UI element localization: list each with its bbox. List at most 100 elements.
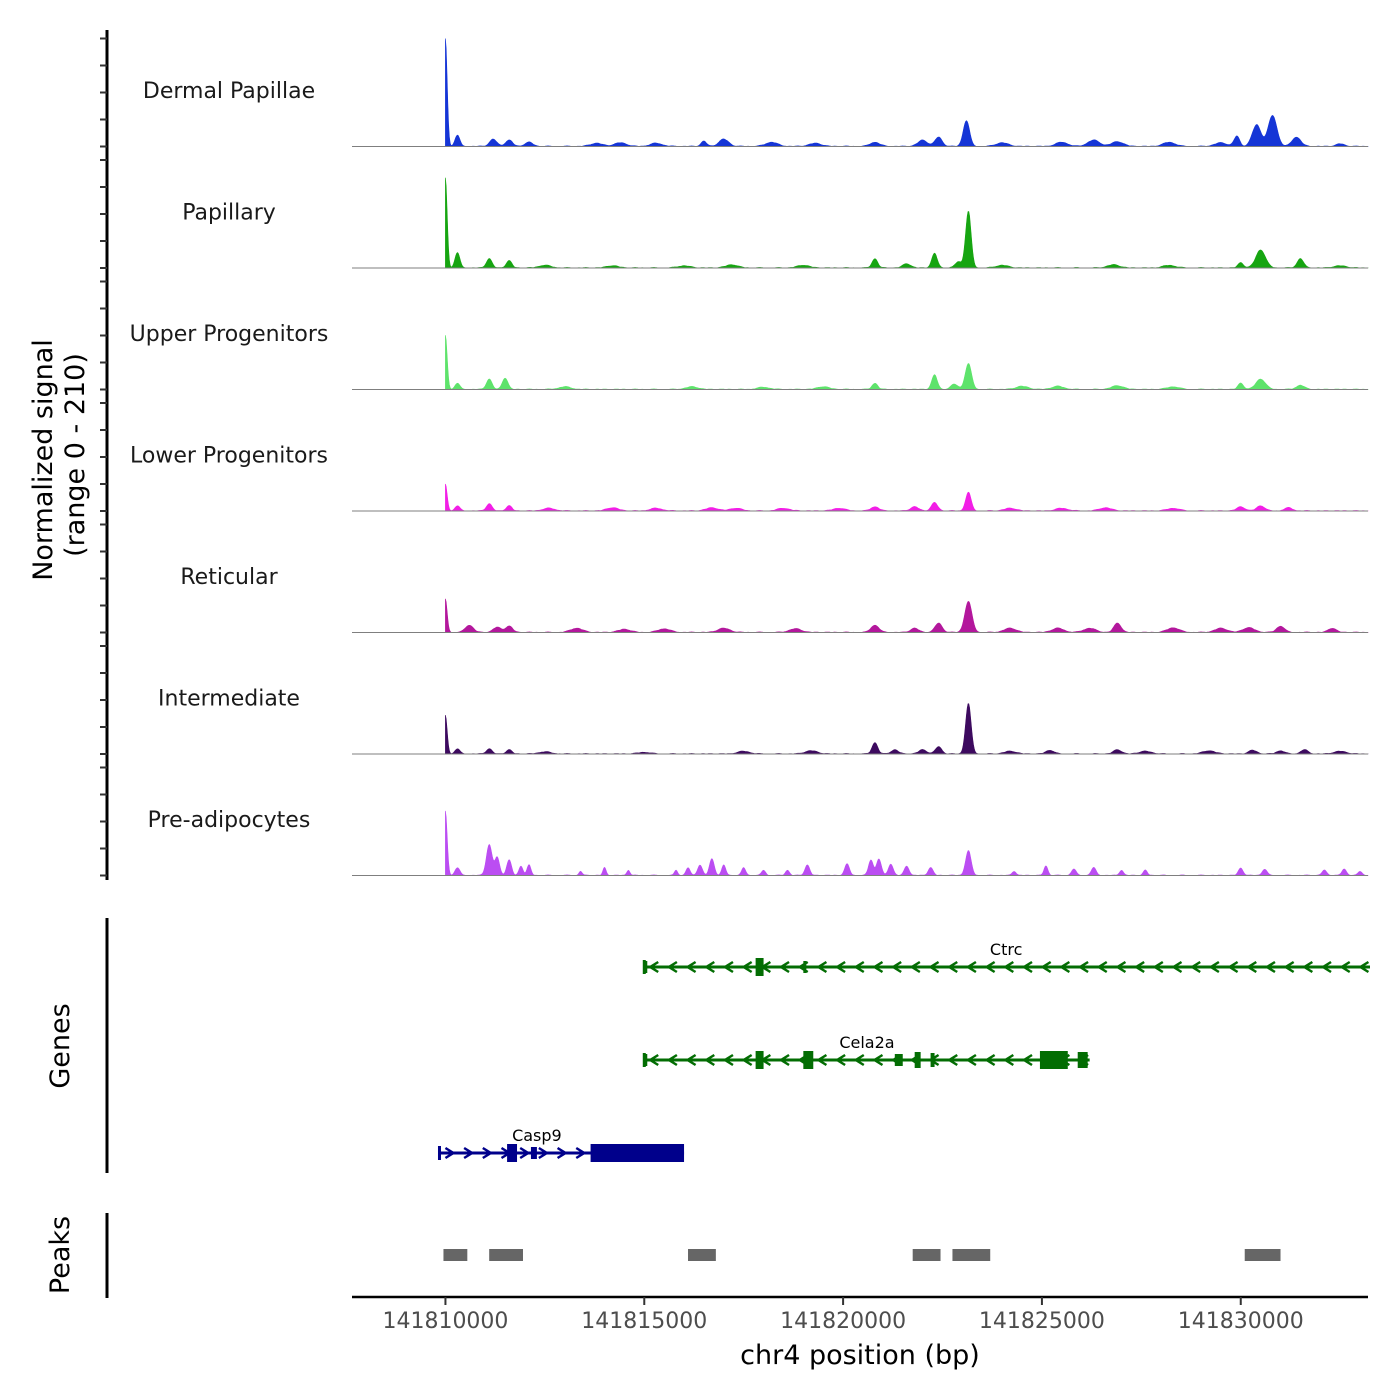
strand-arrow: [1002, 1053, 1014, 1067]
strand-arrow: [666, 1053, 678, 1067]
x-tick-label: 141830000: [1178, 1309, 1304, 1334]
gene-label: Casp9: [512, 1126, 562, 1145]
y-axis-title-line2: (range 0 - 210): [60, 353, 91, 557]
strand-arrow: [519, 1146, 531, 1160]
gene-ctrc: Ctrc: [642, 940, 1370, 976]
peak-region: [489, 1249, 523, 1261]
strand-arrow: [1096, 960, 1108, 974]
strand-arrow: [1227, 960, 1239, 974]
strand-arrow: [463, 1146, 475, 1160]
strand-arrow: [834, 960, 846, 974]
track-0: Dermal Papillae: [143, 38, 1369, 147]
strand-arrow: [928, 960, 940, 974]
track-3: Lower Progenitors: [130, 444, 1369, 512]
track-4: Reticular: [180, 565, 1369, 633]
strand-arrow: [1189, 960, 1201, 974]
exon: [803, 1051, 814, 1069]
exon: [590, 1144, 685, 1162]
strand-arrow: [1264, 960, 1276, 974]
strand-arrow: [666, 960, 678, 974]
strand-arrow: [703, 960, 715, 974]
gene-casp9: Casp9: [437, 1126, 685, 1162]
strand-arrow: [1320, 960, 1332, 974]
track-1: Papillary: [182, 177, 1369, 269]
gene-cela2a: Cela2a: [642, 1033, 1090, 1069]
strand-arrow: [984, 1053, 996, 1067]
strand-arrow: [741, 960, 753, 974]
exon: [755, 1051, 764, 1069]
strand-arrow: [946, 960, 958, 974]
strand-arrow: [853, 1053, 865, 1067]
exon: [914, 1052, 921, 1068]
strand-arrow: [890, 960, 902, 974]
strand-arrow: [853, 960, 865, 974]
gene-annotations: Ctrc Cela2a Casp9: [437, 940, 1370, 1162]
peak-region: [688, 1249, 716, 1261]
exon: [803, 961, 807, 973]
track-label: Dermal Papillae: [143, 79, 315, 104]
strand-arrow: [1002, 960, 1014, 974]
strand-arrow: [1152, 960, 1164, 974]
signal-area: [445, 598, 1369, 633]
exon: [930, 1053, 935, 1067]
strand-arrow: [741, 1053, 753, 1067]
peak-region: [443, 1249, 468, 1261]
strand-arrow: [816, 960, 828, 974]
x-axis: 141810000 141815000 141820000 141825000 1418…: [382, 1297, 1304, 1334]
strand-arrow: [1021, 1053, 1033, 1067]
strand-arrow: [647, 1053, 659, 1067]
x-axis-title: chr4 position (bp): [740, 1340, 980, 1371]
strand-arrow: [685, 960, 697, 974]
x-tick-label: 141815000: [581, 1309, 707, 1334]
strand-arrow: [1040, 960, 1052, 974]
track-6: Pre-adipocytes: [148, 808, 1369, 876]
strand-arrow: [1059, 960, 1071, 974]
strand-arrow: [965, 960, 977, 974]
strand-arrow: [1245, 960, 1257, 974]
strand-arrow: [984, 960, 996, 974]
strand-arrow: [575, 1146, 587, 1160]
track-5: Intermediate: [158, 687, 1369, 755]
signal-area: [445, 177, 1369, 269]
genes-axis-title: Genes: [45, 1003, 76, 1088]
strand-arrow: [778, 1053, 790, 1067]
strand-arrow: [872, 1053, 884, 1067]
strand-arrow: [946, 1053, 958, 1067]
strand-arrow: [1021, 960, 1033, 974]
peak-region: [952, 1249, 991, 1261]
signal-y-axis: [100, 30, 109, 880]
signal-area: [445, 810, 1369, 876]
strand-arrow: [1339, 960, 1351, 974]
track-label: Pre-adipocytes: [148, 808, 311, 833]
strand-arrow: [556, 1146, 568, 1160]
gene-label: Cela2a: [839, 1033, 894, 1052]
strand-arrow: [1077, 960, 1089, 974]
exon: [1039, 1051, 1068, 1069]
strand-arrow: [538, 1146, 550, 1160]
y-axis-title-line1: Normalized signal: [28, 339, 59, 581]
peak-region: [912, 1249, 941, 1261]
exon: [530, 1147, 537, 1159]
x-tick-label: 141810000: [382, 1309, 508, 1334]
strand-arrow: [1358, 960, 1370, 974]
exon: [644, 961, 648, 973]
strand-arrow: [444, 1146, 456, 1160]
strand-arrow: [1115, 960, 1127, 974]
coverage-tracks: Dermal Papillae Papillary Upper Progenitor…: [130, 38, 1369, 876]
strand-arrow: [1208, 960, 1220, 974]
strand-arrow: [834, 1053, 846, 1067]
strand-arrow: [647, 960, 659, 974]
track-label: Lower Progenitors: [130, 444, 328, 469]
track-label: Intermediate: [158, 687, 300, 712]
track-label: Papillary: [182, 201, 276, 226]
strand-arrow: [722, 960, 734, 974]
peak-region: [1244, 1249, 1281, 1261]
exon: [1077, 1052, 1088, 1068]
exon: [507, 1144, 518, 1162]
strand-arrow: [703, 1053, 715, 1067]
track-label: Upper Progenitors: [130, 322, 329, 347]
strand-arrow: [965, 1053, 977, 1067]
track-label: Reticular: [180, 565, 278, 590]
exon: [644, 1054, 648, 1066]
